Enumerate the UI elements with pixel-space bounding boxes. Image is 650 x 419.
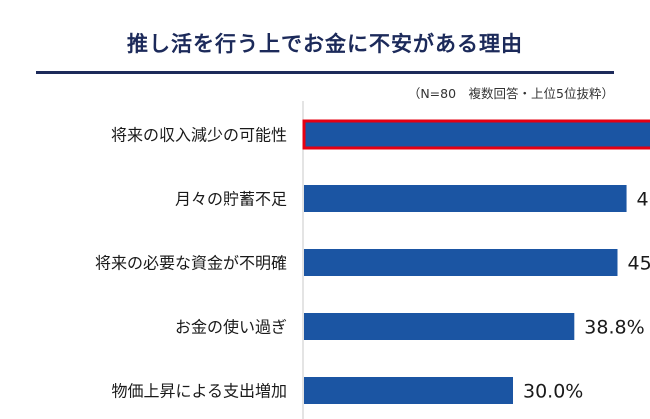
chart-title: 推し活を行う上でお金に不安がある理由	[127, 32, 523, 56]
value-label: 46.3%	[637, 189, 650, 211]
category-label: 物価上昇による支出増加	[111, 382, 287, 401]
category-label: 月々の貯蓄不足	[175, 190, 287, 209]
value-label: 38.8%	[584, 317, 644, 339]
bar	[304, 249, 618, 276]
category-label: 将来の収入減少の可能性	[111, 126, 287, 145]
bar	[304, 313, 575, 340]
bar	[304, 377, 513, 404]
category-label: お金の使い過ぎ	[175, 318, 287, 337]
value-label: 30.0%	[523, 381, 583, 403]
value-label: 45.0%	[628, 253, 650, 275]
bar	[302, 119, 650, 150]
title-underline	[36, 71, 614, 74]
sample-note: （N=80 複数回答・上位5位抜粋）	[407, 86, 614, 101]
category-label: 将来の必要な資金が不明確	[95, 254, 287, 273]
bar	[304, 185, 627, 212]
